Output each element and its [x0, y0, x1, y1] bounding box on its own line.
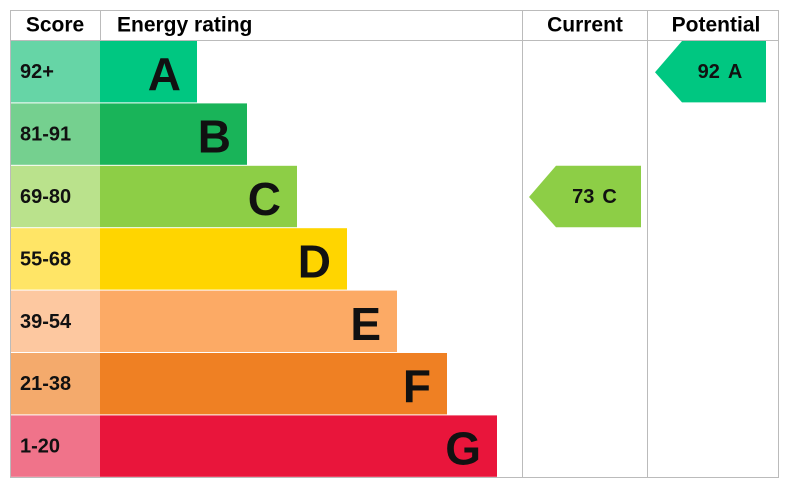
rating-bar — [100, 165, 297, 228]
current-letter: C — [602, 186, 616, 208]
current-label: 73 C — [572, 186, 617, 208]
potential-label: 92 A — [698, 61, 743, 83]
score-label: 69-80 — [20, 186, 71, 208]
score-label: 21-38 — [20, 373, 71, 395]
potential-arrow — [655, 41, 766, 103]
score-cell — [11, 415, 100, 477]
score-cell — [11, 228, 100, 290]
score-cell — [11, 290, 100, 352]
rating-bar — [100, 41, 197, 103]
score-label: 39-54 — [20, 311, 72, 333]
potential-value: 92 — [698, 61, 720, 83]
rating-bar — [100, 228, 347, 290]
potential-letter: A — [728, 61, 742, 83]
rating-bar — [100, 103, 247, 165]
rating-letter: B — [198, 111, 231, 163]
score-cell — [11, 103, 100, 165]
score-cell — [11, 165, 100, 228]
score-label: 1-20 — [20, 436, 60, 458]
header-potential: Potential — [672, 14, 761, 37]
current-value: 73 — [572, 186, 594, 208]
rating-letter: C — [248, 173, 281, 225]
rating-bar — [100, 353, 447, 415]
rating-letter: G — [445, 423, 481, 475]
rating-letter: D — [298, 235, 331, 287]
rating-letter: F — [403, 360, 431, 412]
score-cell — [11, 41, 100, 103]
rating-bar — [100, 290, 397, 352]
header-score: Score — [26, 14, 84, 37]
rating-letter: A — [148, 48, 181, 100]
header-current: Current — [547, 14, 623, 37]
score-cell — [11, 353, 100, 415]
header-energy-rating: Energy rating — [117, 14, 252, 37]
rating-bar — [100, 415, 497, 477]
score-label: 55-68 — [20, 248, 71, 270]
current-arrow — [529, 165, 641, 228]
score-label: 81-91 — [20, 124, 71, 146]
rating-letter: E — [350, 298, 381, 350]
score-label: 92+ — [20, 61, 54, 83]
